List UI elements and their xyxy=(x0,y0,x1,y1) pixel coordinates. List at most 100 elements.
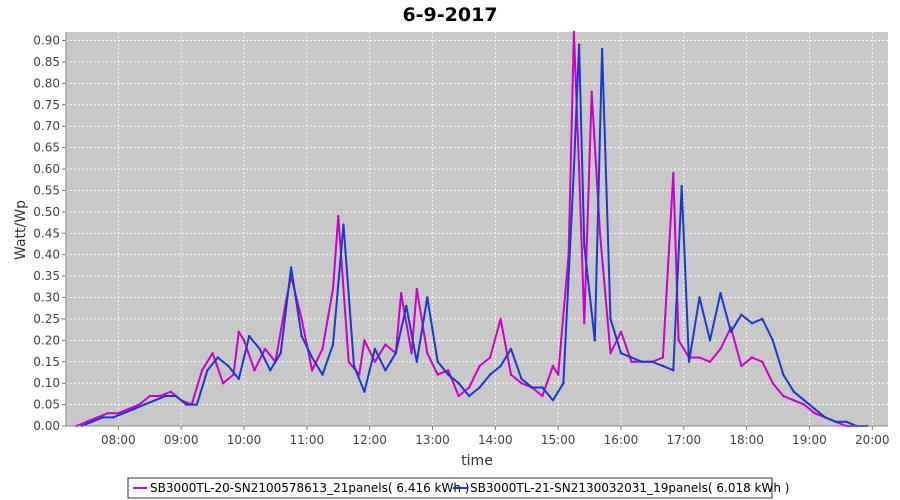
series-1-point xyxy=(771,382,774,385)
series-2-point xyxy=(640,360,644,363)
series-2-point xyxy=(782,373,785,376)
series-1-point xyxy=(436,373,439,376)
series-1-point xyxy=(782,394,785,398)
series-1-point xyxy=(138,403,141,406)
series-2-point xyxy=(530,386,534,389)
series-1-point xyxy=(677,339,680,342)
y-tick-label: 0.15 xyxy=(33,355,60,369)
series-1-point xyxy=(630,360,633,363)
series-2-point xyxy=(593,339,596,342)
x-tick-label: 14:00 xyxy=(478,433,513,447)
series-1-point xyxy=(761,360,764,363)
series-1-point xyxy=(583,322,586,325)
series-2-point xyxy=(761,317,764,321)
series-1-point xyxy=(363,339,366,342)
series-1-point xyxy=(557,373,560,376)
series-2-point xyxy=(520,377,523,381)
x-axis-ticks: 08:00 09:00 10:00 11:00 12:00 13:00 14:00 15:00… xyxy=(66,425,890,447)
series-1-point xyxy=(85,420,89,423)
series-1-point xyxy=(237,330,240,333)
series-2-point xyxy=(394,352,397,355)
series-1-point xyxy=(478,364,481,368)
series-1-point xyxy=(619,330,623,333)
y-tick-label: 0.00 xyxy=(33,419,60,433)
y-tick-label: 0.55 xyxy=(33,183,60,197)
y-tick-label: 0.85 xyxy=(33,55,60,69)
series-2-point xyxy=(185,403,188,406)
series-2-point xyxy=(572,167,576,171)
series-2-point xyxy=(750,322,754,325)
plot-background xyxy=(66,32,888,426)
x-tick-label: 20:00 xyxy=(855,433,890,447)
series-1-point xyxy=(598,232,602,235)
series-2-point xyxy=(719,292,722,295)
chart-title: 6-9-2017 xyxy=(402,4,497,26)
series-2-point xyxy=(698,296,701,299)
series-2-point xyxy=(206,369,209,372)
series-2-point xyxy=(834,420,837,423)
series-2-point xyxy=(164,394,167,398)
series-2-point xyxy=(509,347,513,351)
series-2-point xyxy=(447,373,450,376)
x-tick-label: 18:00 xyxy=(729,433,764,447)
series-2-point xyxy=(499,364,502,368)
series-2-point xyxy=(415,360,418,363)
legend-label-series-2: SB3000TL-21-SN2130032031_19panels( 6.018… xyxy=(470,481,789,495)
series-1-point xyxy=(263,347,267,351)
series-1-point xyxy=(300,317,303,321)
x-tick-label: 13:00 xyxy=(415,433,450,447)
y-tick-label: 0.25 xyxy=(33,312,60,326)
series-2-point xyxy=(661,364,665,368)
y-tick-label: 0.60 xyxy=(33,162,60,176)
series-1-point xyxy=(253,369,256,372)
series-2-point xyxy=(174,394,178,398)
series-1-point xyxy=(590,90,593,94)
series-2-point xyxy=(384,369,387,372)
legend-label-series-1: SB3000TL-20-SN2100578613_21panels( 6.416… xyxy=(150,481,469,495)
series-1-point xyxy=(169,390,172,393)
series-1-point xyxy=(127,407,130,411)
legend: SB3000TL-20-SN2100578613_21panels( 6.416… xyxy=(127,477,789,499)
series-1-point xyxy=(321,347,324,351)
series-2-point xyxy=(467,394,471,398)
series-2-point xyxy=(844,420,848,423)
series-2-point xyxy=(216,356,219,359)
y-tick-label: 0.45 xyxy=(33,226,60,240)
series-line-2 xyxy=(81,43,868,427)
x-tick-label: 10:00 xyxy=(227,433,262,447)
series-1-point xyxy=(242,339,246,342)
series-1-point xyxy=(399,292,403,295)
series-2-point xyxy=(321,373,324,376)
series-1-point xyxy=(447,369,450,372)
x-tick-label: 11:00 xyxy=(290,433,325,447)
x-tick-label: 19:00 xyxy=(792,433,827,447)
series-1-point xyxy=(719,347,722,351)
series-2-point xyxy=(792,390,795,393)
series-2-point xyxy=(729,330,733,333)
series-2-point xyxy=(708,339,712,342)
legend-box xyxy=(127,477,773,499)
x-tick-label: 16:00 xyxy=(604,433,639,447)
y-tick-label: 0.80 xyxy=(33,76,60,90)
y-tick-label: 0.20 xyxy=(33,333,60,347)
y-tick-label: 0.40 xyxy=(33,248,60,262)
series-2-point xyxy=(279,352,282,355)
series-2-point xyxy=(91,420,94,423)
series-2-point xyxy=(478,386,481,389)
series-2-point xyxy=(619,352,623,355)
y-axis-label: Watt/Wp xyxy=(13,200,29,260)
series-1-point xyxy=(750,356,754,359)
series-1-point xyxy=(415,287,418,291)
series-1-point xyxy=(572,30,576,34)
series-1-point xyxy=(337,215,340,218)
axes: 0.00 0.05 0.10 0.15 0.20 0.25 0.30 0.35 0.40 0.45… xyxy=(33,32,890,447)
series-2-point xyxy=(436,360,439,363)
series-2-point xyxy=(153,399,157,402)
series-2-point xyxy=(803,399,806,402)
series-2-point xyxy=(672,369,675,372)
plot-area xyxy=(66,30,888,428)
series-1-point xyxy=(200,369,204,372)
series-2-point xyxy=(541,386,544,389)
x-tick-label: 15:00 xyxy=(541,433,576,447)
